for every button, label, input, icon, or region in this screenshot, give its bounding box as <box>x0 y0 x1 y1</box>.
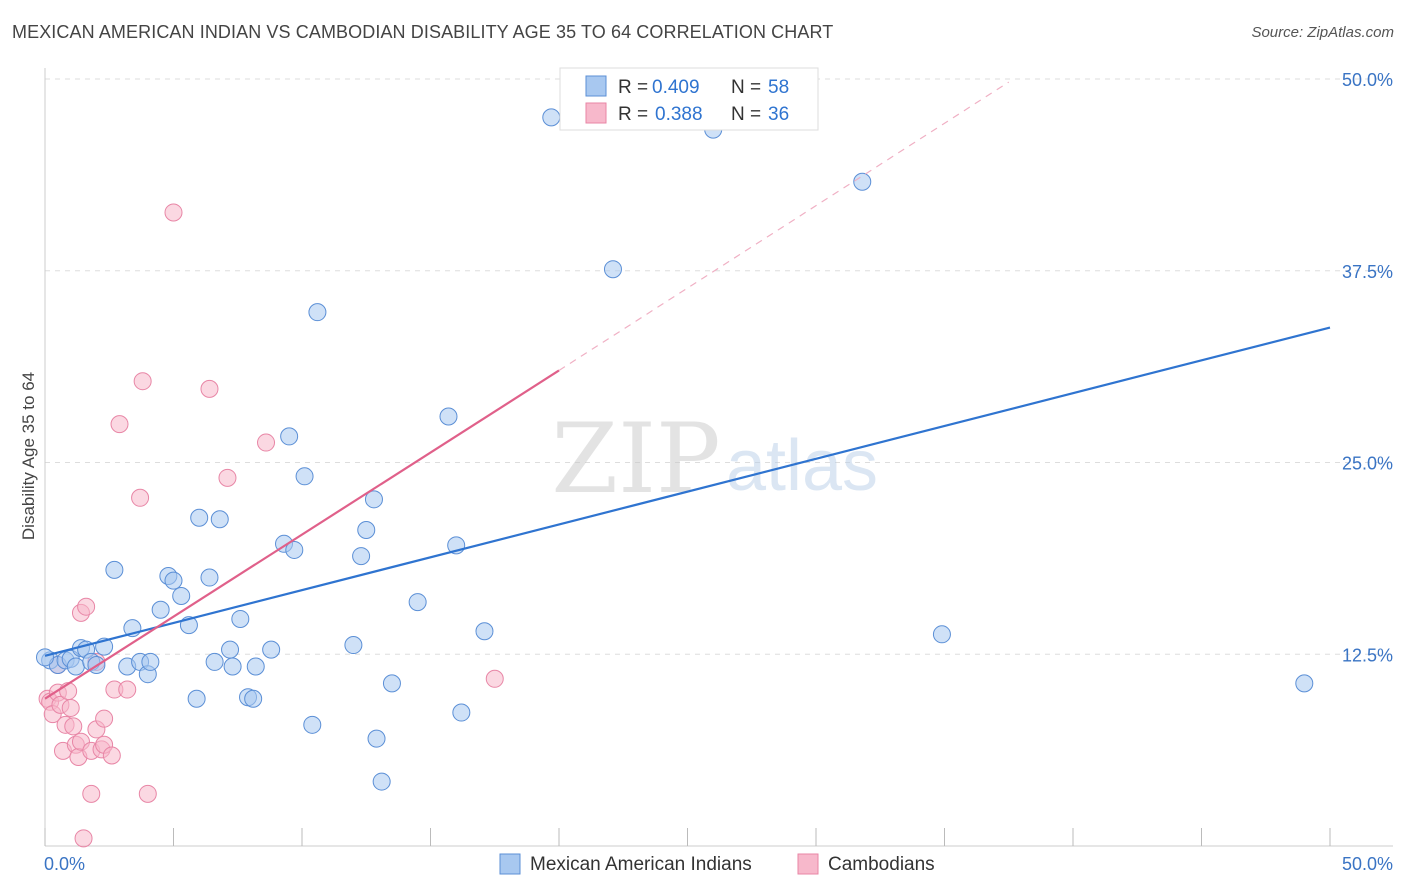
cambodian-point <box>61 698 80 717</box>
stats-legend-blue-swatch <box>585 75 607 97</box>
stats-legend-pink-r-value: 0.388 <box>655 104 703 125</box>
cambodian-point <box>82 784 101 803</box>
source-label: Source: ZipAtlas.com <box>1251 24 1394 41</box>
mexican-american-indian-point <box>164 571 183 590</box>
mexican-american-indian-point <box>200 568 219 587</box>
mexican-american-indian-point <box>344 636 363 655</box>
mexican-american-indian-point <box>452 703 471 722</box>
mexican-american-indian-point <box>262 640 281 659</box>
y-tick-label: 50.0% <box>1342 70 1393 90</box>
cambodian-point <box>110 415 129 434</box>
stats-legend: R = 0.409 N = 58 R = 0.388 N = 36 <box>559 67 819 131</box>
mexican-american-indian-point <box>932 625 951 644</box>
cambodian-point <box>102 746 121 765</box>
mexican-american-indian-point <box>475 622 494 641</box>
mexican-american-indian-point <box>1295 674 1314 693</box>
mexican-american-indian-point <box>66 657 85 676</box>
stats-legend-blue-r-value: 0.409 <box>652 77 700 98</box>
cambodian-point <box>95 709 114 728</box>
cambodian-point <box>64 717 83 736</box>
mexican-american-indians-trend-line <box>44 326 1331 657</box>
y-tick-label: 12.5% <box>1342 645 1393 665</box>
mexican-american-indian-point <box>190 508 209 527</box>
mexican-american-indian-point <box>36 648 54 667</box>
cambodian-point <box>138 784 157 803</box>
trend-lines <box>44 81 1331 700</box>
cambodian-point <box>133 372 152 391</box>
legend-label-mexican-american-indians[interactable]: Mexican American Indians <box>530 854 752 875</box>
mexican-american-indian-point <box>210 510 229 529</box>
watermark-atlas: atlas <box>726 426 878 506</box>
stats-legend-blue-n-label: N = <box>731 77 761 98</box>
mexican-american-indian-point <box>295 467 314 486</box>
mexican-american-indian-point <box>187 689 206 708</box>
mexican-american-indian-point <box>205 652 224 671</box>
mexican-american-indian-point <box>303 715 322 734</box>
x-tick-label: 0.0% <box>44 854 85 874</box>
cambodian-point <box>200 379 219 398</box>
stats-legend-blue-r-label: R = <box>618 77 648 98</box>
mexican-american-indian-point <box>367 729 386 748</box>
mexican-american-indian-point <box>542 108 561 127</box>
mexican-american-indian-point <box>308 303 327 322</box>
cambodian-point <box>118 680 137 699</box>
mexican-american-indian-point <box>151 600 170 619</box>
mexican-american-indian-point <box>244 689 263 708</box>
x-tick-label: 50.0% <box>1342 854 1393 874</box>
mexican-american-indian-point <box>603 260 622 279</box>
cambodians-trend-line <box>44 369 560 700</box>
cambodians-trend-extension <box>558 81 1010 371</box>
legend-label-cambodians[interactable]: Cambodians <box>828 854 935 875</box>
mexican-american-indian-point <box>246 657 265 676</box>
chart-title: MEXICAN AMERICAN INDIAN VS CAMBODIAN DIS… <box>12 22 834 42</box>
stats-legend-pink-r-label: R = <box>618 104 648 125</box>
stats-legend-pink-n-label: N = <box>731 104 761 125</box>
bottom-legend: Mexican American Indians Cambodians <box>499 853 935 875</box>
mexican-american-indian-point <box>172 586 191 605</box>
cambodian-point <box>485 669 504 688</box>
mexican-american-indian-point <box>853 172 872 191</box>
watermark-zip: ZIP <box>551 403 720 515</box>
gridlines <box>45 78 1393 655</box>
legend-swatch-mexican-american-indians[interactable] <box>499 853 521 875</box>
mexican-american-indian-point <box>223 657 242 676</box>
mexican-american-indian-point <box>382 674 401 693</box>
mexican-american-indian-point <box>280 427 299 446</box>
stats-legend-blue-n-value: 58 <box>768 77 789 98</box>
watermark: ZIP atlas <box>551 403 878 515</box>
mexican-american-indian-point <box>285 540 304 559</box>
mexican-american-indian-point <box>408 593 427 612</box>
cambodian-point <box>131 488 150 507</box>
cambodian-point <box>218 468 237 487</box>
mexican-american-indian-point <box>141 652 160 671</box>
mexican-american-indian-point <box>221 640 240 659</box>
mexican-american-indian-point <box>352 547 371 566</box>
axis-ticks: 12.5% 25.0% 37.5% 50.0% 0.0% 50.0% <box>44 70 1393 874</box>
stats-legend-pink-swatch <box>585 102 607 124</box>
y-tick-label: 25.0% <box>1342 454 1393 474</box>
stats-legend-pink-n-value: 36 <box>768 104 789 125</box>
legend-swatch-cambodians[interactable] <box>797 853 819 875</box>
mexican-american-indian-point <box>372 772 391 791</box>
mexican-american-indian-point <box>357 520 376 539</box>
mexican-american-indian-point <box>105 560 124 579</box>
cambodians-points <box>38 203 504 848</box>
mexican-american-indian-point <box>364 490 383 509</box>
y-axis-label: Disability Age 35 to 64 <box>19 372 38 540</box>
mexican-american-indian-point <box>231 609 250 628</box>
cambodian-point <box>164 203 183 222</box>
cambodian-point <box>257 433 276 452</box>
cambodian-point <box>74 829 93 848</box>
mexican-american-indian-point <box>439 407 458 426</box>
cambodian-point <box>77 597 96 616</box>
y-tick-label: 37.5% <box>1342 262 1393 282</box>
